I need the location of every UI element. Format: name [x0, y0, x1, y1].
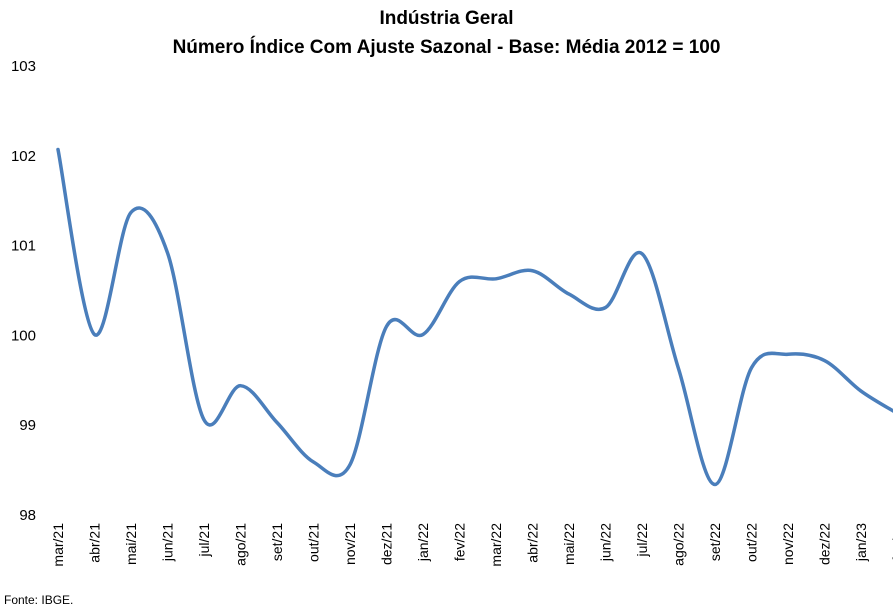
data-point	[567, 292, 571, 296]
y-tick-label: 98	[19, 507, 36, 524]
data-point	[166, 251, 170, 255]
x-tick-label: nov/21	[342, 523, 358, 565]
data-point	[786, 352, 790, 356]
data-point	[56, 148, 60, 152]
data-point	[275, 421, 279, 425]
y-tick-label: 103	[11, 58, 36, 75]
series-line	[56, 147, 893, 487]
data-point	[494, 277, 498, 281]
x-tick-label: jan/22	[415, 523, 431, 562]
x-tick-label: out/22	[744, 523, 760, 562]
x-tick-label: dez/21	[379, 523, 395, 565]
x-tick-label: out/21	[306, 523, 322, 562]
x-tick-label: mai/21	[123, 523, 139, 565]
data-point	[859, 389, 863, 393]
x-tick-label: abr/22	[525, 523, 541, 563]
x-tick-label: mar/21	[50, 523, 66, 567]
data-point	[823, 359, 827, 363]
x-tick-label: jun/21	[160, 523, 176, 562]
chart-title: Indústria Geral	[379, 8, 514, 29]
data-point	[713, 482, 717, 486]
data-point	[750, 366, 754, 370]
x-tick-label: set/21	[269, 523, 285, 561]
x-tick-label: jul/22	[634, 523, 650, 558]
x-tick-label: mai/22	[561, 523, 577, 565]
data-point	[202, 418, 206, 422]
data-point	[640, 252, 644, 256]
data-point	[93, 333, 97, 337]
data-point	[348, 463, 352, 467]
x-tick-label: ago/22	[671, 523, 687, 566]
data-point	[385, 324, 389, 328]
x-tick-label: dez/22	[817, 523, 833, 565]
data-point	[531, 269, 535, 273]
data-point	[421, 333, 425, 337]
x-tick-label: fev/23	[890, 523, 893, 561]
x-tick-label: fev/22	[452, 523, 468, 561]
y-tick-label: 102	[11, 148, 36, 165]
data-point	[239, 384, 243, 388]
x-tick-label: nov/22	[780, 523, 796, 565]
data-point	[677, 367, 681, 371]
data-point	[129, 210, 133, 214]
y-tick-label: 101	[11, 238, 36, 255]
x-tick-label: ago/21	[233, 523, 249, 566]
x-tick-label: mar/22	[488, 523, 504, 567]
data-point	[604, 306, 608, 310]
x-tick-label: set/22	[707, 523, 723, 561]
source-note: Fonte: IBGE.	[4, 593, 74, 607]
x-tick-label: jan/23	[853, 523, 869, 562]
x-tick-label: abr/21	[87, 523, 103, 563]
y-tick-label: 99	[19, 417, 36, 434]
chart-subtitle: Número Índice Com Ajuste Sazonal - Base:…	[172, 37, 721, 58]
data-point	[312, 460, 316, 464]
x-tick-label: jul/21	[196, 523, 212, 558]
data-point	[458, 280, 462, 284]
x-tick-label: jun/22	[598, 523, 614, 562]
y-tick-label: 100	[11, 327, 36, 344]
